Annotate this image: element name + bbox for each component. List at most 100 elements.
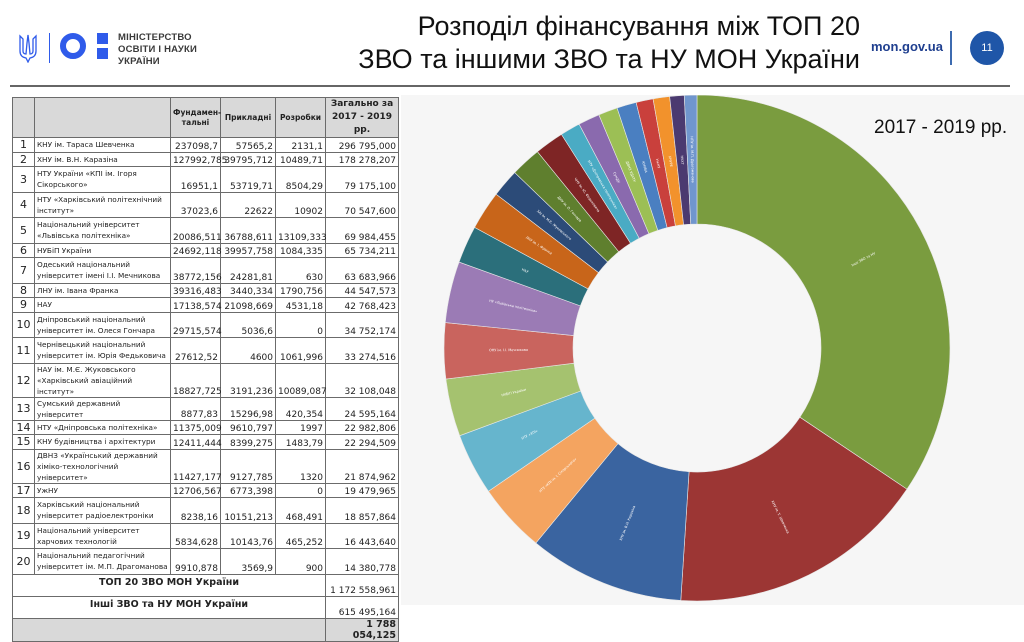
fundamental-value: 11375,009 xyxy=(170,419,222,435)
ministry-logo-square-top xyxy=(97,33,108,44)
ministry-name-line2: ОСВІТИ І НАУКИ xyxy=(118,44,197,55)
total-value: 18 857,864 xyxy=(325,497,399,524)
applied-value: 53719,71 xyxy=(220,166,276,193)
table-row: 6 НУБіП України 24692,118 39957,758 1084,335… xyxy=(12,242,399,258)
others-summary-row-value: 615 495,164 xyxy=(325,595,399,619)
development-value: 4531,18 xyxy=(275,297,326,313)
header-divider xyxy=(950,31,952,65)
table-header-row: Фундамен-тальні Прикладні Розробки Загал… xyxy=(12,97,399,138)
fundamental-value: 27612,52 xyxy=(170,337,221,364)
table-row: 8 ЛНУ ім. Івана Франка 39316,483 3440,334 17… xyxy=(12,282,399,298)
total-value: 69 984,455 xyxy=(325,217,399,244)
slide-title: Розподіл фінансування між ТОП 20 ЗВО та … xyxy=(330,10,860,76)
institution-name: Сумський державний університет xyxy=(34,396,171,421)
applied-value: 22622 xyxy=(220,191,276,218)
institution-name: НАУ xyxy=(34,297,171,313)
institution-name: НАУ ім. М.Є. Жуковського «Харківський ав… xyxy=(34,362,171,398)
institution-name: Одеський національний університет імені … xyxy=(34,257,171,284)
institution-name: КНУ будівництва і архітектури xyxy=(34,434,171,450)
ministry-name-line3: УКРАЇНИ xyxy=(118,56,160,67)
applied-value: 15296,98 xyxy=(220,396,276,421)
development-value: 1320 xyxy=(275,448,326,484)
fundamental-value: 18827,725 xyxy=(170,362,222,398)
top20-summary-row-value: 1 172 558,961 xyxy=(325,573,399,597)
development-value: 468,491 xyxy=(275,497,326,524)
fundamental-value: 12706,567 xyxy=(170,482,222,498)
development-value: 8504,29 xyxy=(275,166,326,193)
ministry-name: МІНІСТЕРСТВО ОСВІТИ І НАУКИ УКРАЇНИ xyxy=(118,32,197,68)
institution-name: Харківський національний університет рад… xyxy=(34,497,171,524)
trident-icon xyxy=(19,34,37,63)
header-fundamental: Фундамен-тальні xyxy=(170,97,221,138)
total-value: 178 278,207 xyxy=(325,151,399,167)
table-row: 11 Чернівецький національний університет … xyxy=(12,337,399,364)
site-link[interactable]: mon.gov.ua xyxy=(871,39,943,54)
row-number: 4 xyxy=(12,191,35,218)
donut-slice xyxy=(696,95,951,490)
applied-value: 8399,275 xyxy=(220,434,276,450)
table-row: 19 Національний університет харчових техн… xyxy=(12,522,399,549)
applied-value: 39795,712 xyxy=(220,151,276,167)
slide-title-line2: ЗВО та іншими ЗВО та НУ МОН України xyxy=(358,44,860,74)
institution-name: КНУ ім. Тараса Шевченка xyxy=(34,137,171,153)
applied-value: 10151,213 xyxy=(220,497,276,524)
applied-value: 21098,669 xyxy=(220,297,276,313)
institution-name: НТУ «Харківський політехнічний інститут» xyxy=(34,191,171,218)
total-value: 42 768,423 xyxy=(325,297,399,313)
fundamental-value: 39316,483 xyxy=(170,282,222,298)
grand-total-row-value: 1 788 054,125 xyxy=(325,617,399,642)
row-number: 13 xyxy=(12,396,35,421)
institution-name: Національний університет харчових технол… xyxy=(34,522,171,549)
development-value: 0 xyxy=(275,311,326,338)
row-number: 20 xyxy=(12,548,35,575)
row-number: 7 xyxy=(12,257,35,284)
development-value: 630 xyxy=(275,257,326,284)
institution-name: НТУ України «КПІ ім. Ігоря Сікорського» xyxy=(34,166,171,193)
ministry-logo-square-bottom xyxy=(97,48,108,59)
fundamental-value: 38772,156 xyxy=(170,257,222,284)
ministry-logo-circle xyxy=(60,33,86,59)
slice-label: НУХТ xyxy=(680,155,685,165)
row-number: 1 xyxy=(12,137,35,153)
fundamental-value: 24692,118 xyxy=(170,242,222,258)
applied-value: 3191,236 xyxy=(220,362,276,398)
table-row: 9 НАУ 17138,574 21098,669 4531,18 42 768,423 xyxy=(12,297,399,313)
slice-label: НУБіП України xyxy=(501,388,526,398)
funding-table: Фундамен-тальні Прикладні Розробки Загал… xyxy=(12,97,399,642)
total-value: 65 734,211 xyxy=(325,242,399,258)
development-value: 13109,333 xyxy=(275,217,327,244)
table-row: 10 Дніпровський національний університет … xyxy=(12,311,399,338)
logo-divider xyxy=(49,33,50,63)
fundamental-value: 5834,628 xyxy=(170,522,221,549)
row-number: 18 xyxy=(12,497,35,524)
row-number: 5 xyxy=(12,217,35,244)
row-number: 16 xyxy=(12,448,35,484)
header-applied: Прикладні xyxy=(220,97,276,138)
fundamental-value: 12411,444 xyxy=(170,434,222,450)
development-value: 0 xyxy=(275,482,326,498)
applied-value: 10143,76 xyxy=(220,522,276,549)
fundamental-value: 16951,1 xyxy=(170,166,221,193)
table-row: 16 ДВНЗ «Український державний хіміко-тех… xyxy=(12,448,399,484)
top20-summary-row: ТОП 20 ЗВО МОН України 1 172 558,961 xyxy=(12,573,399,597)
fundamental-value: 127992,785 xyxy=(170,151,227,167)
donut-slice xyxy=(683,95,698,225)
slide-header: МІНІСТЕРСТВО ОСВІТИ І НАУКИ УКРАЇНИ Розп… xyxy=(0,0,1024,90)
fundamental-value: 20086,511 xyxy=(170,217,222,244)
total-value: 22 294,509 xyxy=(325,434,399,450)
development-value: 1084,335 xyxy=(275,242,326,258)
total-value: 44 547,573 xyxy=(325,282,399,298)
total-value: 63 683,966 xyxy=(325,257,399,284)
applied-value: 36788,611 xyxy=(220,217,276,244)
applied-value: 9127,785 xyxy=(220,448,276,484)
table-row: 7 Одеський національний університет імені… xyxy=(12,257,399,284)
total-value: 24 595,164 xyxy=(325,396,399,421)
grand-total-row-label xyxy=(12,617,326,642)
institution-name: ЛНУ ім. Івана Франка xyxy=(34,282,171,298)
table-row: 13 Сумський державний університет 8877,83 1… xyxy=(12,396,399,421)
development-value: 10902 xyxy=(275,191,326,218)
slice-label: СумДУ xyxy=(612,171,621,184)
total-value: 22 982,806 xyxy=(325,419,399,435)
development-value: 900 xyxy=(275,548,326,575)
